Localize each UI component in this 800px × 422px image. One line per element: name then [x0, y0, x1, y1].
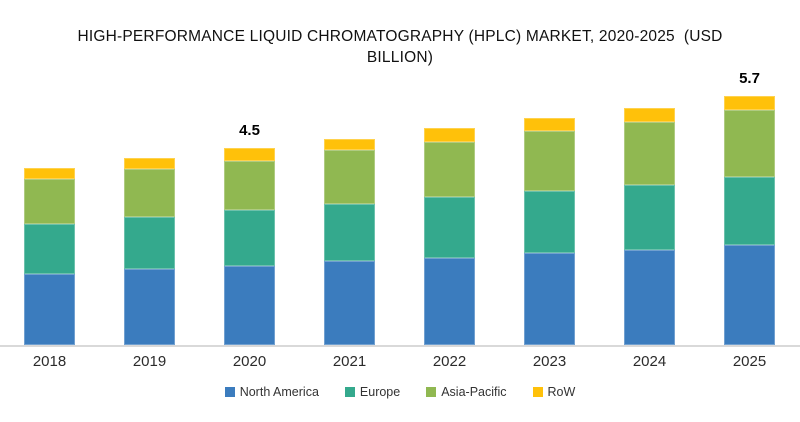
bar-segment-north-america-2019 — [124, 269, 175, 345]
bar-segment-asia-pacific-2022 — [424, 141, 475, 198]
legend: North America Europe Asia-Pacific RoW — [0, 385, 800, 399]
plot-area: 4.5 5.7 — [24, 69, 775, 345]
legend-item-europe: Europe — [344, 385, 401, 399]
bar-segment-europe-2023 — [524, 191, 575, 253]
legend-item-north-america: North America — [224, 385, 319, 399]
x-axis-label-2025: 2025 — [732, 353, 767, 370]
chart-title: HIGH-PERFORMANCE LIQUID CHROMATOGRAPHY (… — [77, 28, 728, 66]
bar-segment-asia-pacific-2024 — [624, 121, 675, 185]
bar-segment-europe-2019 — [124, 216, 175, 269]
x-axis-label-2023: 2023 — [532, 353, 567, 370]
legend-swatch-asia-pacific-icon — [426, 387, 437, 397]
bar-segment-north-america-2024 — [624, 250, 675, 345]
bar-column-2018 — [24, 167, 75, 345]
bar-segment-asia-pacific-2018 — [24, 179, 75, 224]
bar-segment-asia-pacific-2019 — [124, 169, 175, 217]
bar-segment-europe-2022 — [424, 197, 475, 258]
bar-segment-north-america-2025 — [724, 244, 775, 345]
bar-segment-row-2019 — [124, 158, 175, 170]
bar-segment-row-2021 — [324, 138, 375, 150]
bar-segment-row-2024 — [624, 108, 675, 122]
legend-label-row: RoW — [547, 385, 576, 399]
bar-segment-north-america-2020 — [224, 266, 275, 345]
bar-column-2020 — [224, 148, 275, 345]
x-axis-label-2022: 2022 — [432, 353, 467, 370]
bar-segment-row-2023 — [524, 117, 575, 131]
bar-column-2025 — [724, 95, 775, 345]
bar-segment-europe-2018 — [24, 223, 75, 275]
bar-segment-north-america-2021 — [324, 261, 375, 345]
legend-item-row: RoW — [532, 385, 576, 399]
bar-segment-asia-pacific-2021 — [324, 149, 375, 204]
bar-segment-north-america-2023 — [524, 252, 575, 345]
bar-segment-europe-2020 — [224, 209, 275, 267]
legend-swatch-row-icon — [532, 387, 543, 397]
bar-segment-asia-pacific-2023 — [524, 130, 575, 192]
legend-label-asia-pacific: Asia-Pacific — [441, 385, 507, 399]
x-axis-label-2021: 2021 — [332, 353, 367, 370]
bar-segment-asia-pacific-2020 — [224, 160, 275, 210]
legend-swatch-north-america-icon — [224, 387, 235, 397]
x-axis-label-2020: 2020 — [232, 353, 267, 370]
bar-segment-row-2018 — [24, 167, 75, 180]
legend-label-europe: Europe — [359, 385, 401, 399]
x-axis-line — [0, 345, 800, 347]
bar-segment-row-2020 — [224, 148, 275, 161]
bar-segment-row-2022 — [424, 127, 475, 142]
bar-column-2024 — [624, 108, 675, 345]
total-value-label-2020: 4.5 — [239, 122, 260, 140]
legend-swatch-europe-icon — [344, 387, 355, 397]
bar-segment-europe-2025 — [724, 176, 775, 245]
bar-segment-row-2025 — [724, 95, 775, 110]
bar-segment-north-america-2022 — [424, 257, 475, 345]
x-axis-label-2019: 2019 — [132, 353, 167, 370]
bar-segment-europe-2024 — [624, 184, 675, 251]
x-axis-label-2018: 2018 — [32, 353, 67, 370]
legend-item-asia-pacific: Asia-Pacific — [426, 385, 507, 399]
x-axis-label-2024: 2024 — [632, 353, 667, 370]
total-value-label-2025: 5.7 — [739, 69, 760, 87]
bar-column-2022 — [424, 127, 475, 345]
bar-column-2021 — [324, 138, 375, 345]
legend-label-north-america: North America — [239, 385, 319, 399]
x-axis-labels: 2018 2019 2020 2021 2022 2023 2024 2025 — [0, 353, 800, 373]
bar-column-2019 — [124, 158, 175, 345]
bar-segment-north-america-2018 — [24, 274, 75, 345]
bar-segment-asia-pacific-2025 — [724, 109, 775, 177]
bar-column-2023 — [524, 117, 575, 345]
bar-segment-europe-2021 — [324, 203, 375, 262]
